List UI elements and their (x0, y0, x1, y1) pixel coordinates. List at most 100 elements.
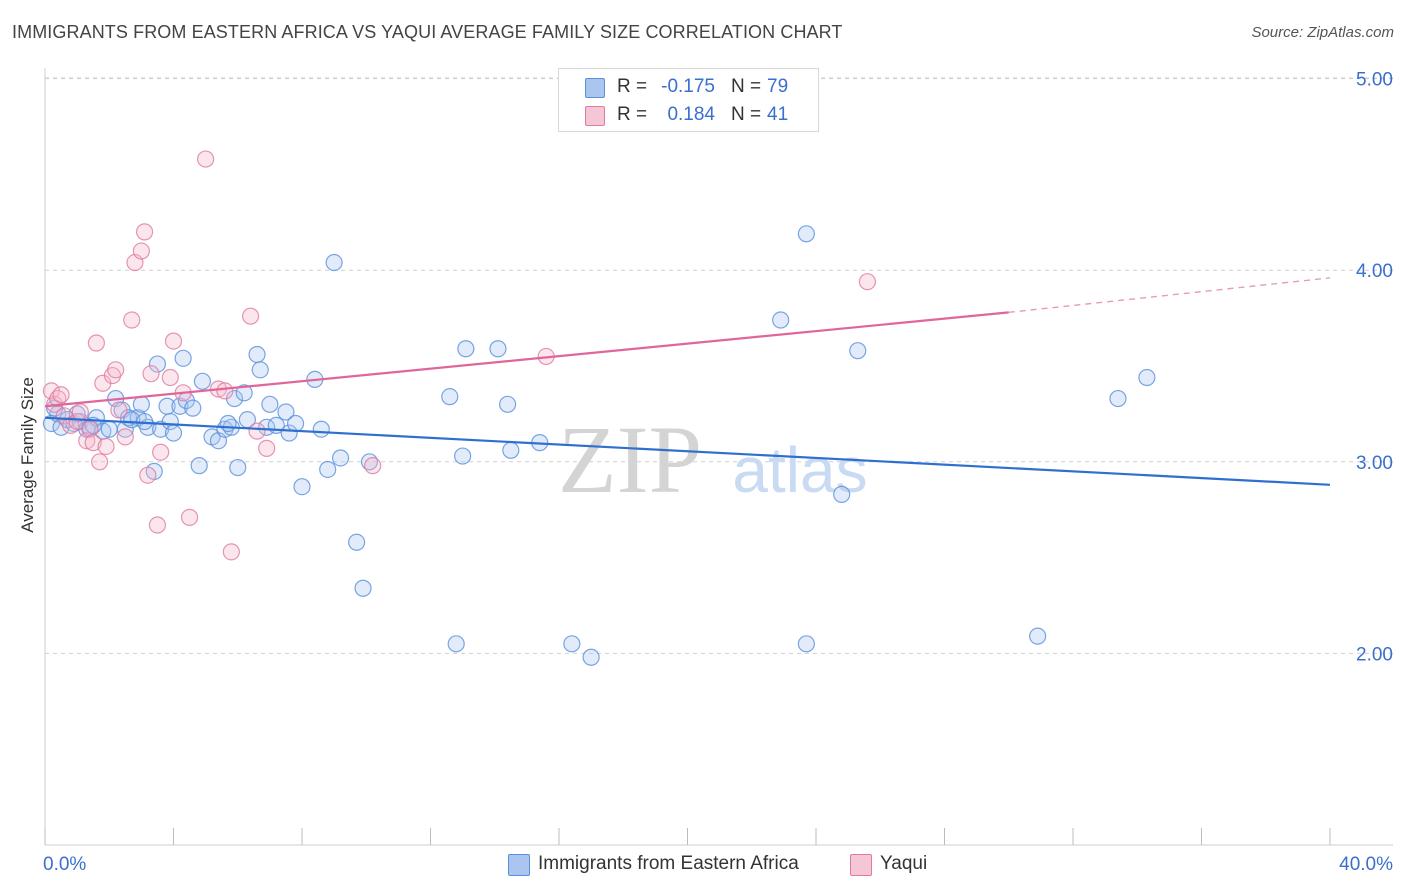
r-label: R = (617, 76, 648, 97)
stats-row-yaqui: R = 0.184 N = 41 (559, 100, 818, 130)
point-eastern-africa (348, 533, 366, 551)
point-yaqui (197, 150, 215, 168)
point-eastern-africa (219, 414, 237, 433)
point-eastern-africa (447, 635, 465, 653)
point-eastern-africa (797, 225, 815, 243)
point-eastern-africa (261, 395, 279, 413)
point-eastern-africa (184, 399, 202, 417)
point-eastern-africa (286, 414, 305, 433)
point-yaqui (142, 365, 160, 383)
legend-label: Yaqui (880, 853, 928, 874)
chart-title: IMMIGRANTS FROM EASTERN AFRICA VS YAQUI … (12, 22, 843, 42)
data-points (42, 150, 1156, 666)
watermark-zip: ZIP (558, 406, 702, 513)
point-eastern-africa (454, 447, 472, 465)
point-yaqui (91, 453, 109, 471)
tick-labels: 2.00 3.00 4.00 5.00 0.0% 40.0% (43, 70, 1393, 875)
point-eastern-africa (277, 403, 295, 421)
r-value: -0.175 (661, 76, 715, 97)
point-yaqui (71, 403, 89, 421)
point-yaqui (81, 420, 99, 438)
r-label: R = (617, 104, 648, 125)
point-eastern-africa (354, 579, 372, 597)
point-eastern-africa (582, 648, 600, 666)
point-yaqui (152, 443, 170, 461)
x-tick-label-max: 40.0% (1339, 854, 1393, 875)
point-eastern-africa (132, 395, 150, 413)
trend-line-yaqui (44, 311, 1009, 408)
point-yaqui (97, 437, 115, 456)
n-value: 79 (767, 76, 789, 97)
point-eastern-africa (235, 384, 253, 402)
pink-swatch (850, 854, 872, 876)
point-yaqui (258, 439, 276, 457)
point-eastern-africa (123, 411, 141, 429)
trend-lines (44, 277, 1331, 486)
n-value: 41 (767, 104, 789, 125)
point-eastern-africa (441, 388, 459, 406)
point-yaqui (68, 412, 86, 431)
point-eastern-africa (499, 395, 517, 413)
x-tick-label-min: 0.0% (43, 854, 86, 875)
point-yaqui (87, 334, 106, 352)
point-eastern-africa (489, 340, 507, 358)
pink-swatch (585, 106, 605, 126)
point-yaqui (110, 401, 128, 419)
point-yaqui (248, 422, 266, 440)
stats-legend: R = -0.175 N = 79 R = 0.184 N = 41 (558, 68, 819, 132)
source-label: Source: ZipAtlas.com (1251, 24, 1394, 41)
point-eastern-africa (457, 340, 475, 358)
point-eastern-africa (502, 441, 520, 459)
watermark-atlas: atlas (732, 434, 867, 506)
point-eastern-africa (849, 342, 867, 360)
point-yaqui (216, 382, 234, 400)
point-eastern-africa (171, 397, 189, 415)
point-eastern-africa (148, 355, 167, 373)
point-eastern-africa (164, 424, 183, 442)
n-label: N = (731, 76, 762, 97)
series-legend: Immigrants from Eastern Africa Yaqui (508, 852, 968, 878)
point-eastern-africa (797, 635, 815, 653)
point-yaqui (107, 361, 125, 379)
point-yaqui (222, 543, 240, 561)
point-yaqui (164, 332, 183, 350)
point-yaqui (52, 386, 70, 404)
point-eastern-africa (280, 424, 298, 442)
y-tick-label: 5.00 (1356, 70, 1393, 91)
point-eastern-africa (190, 457, 208, 475)
point-yaqui (364, 457, 382, 475)
point-yaqui (135, 223, 154, 241)
trend-line-yaqui-extension (1008, 277, 1331, 314)
blue-swatch (508, 854, 530, 876)
point-yaqui (148, 516, 167, 534)
n-label: N = (731, 104, 762, 125)
point-eastern-africa (293, 478, 311, 496)
point-eastern-africa (174, 349, 192, 367)
stats-row-eastern-africa: R = -0.175 N = 79 (559, 72, 818, 102)
point-eastern-africa (1109, 389, 1127, 408)
y-tick-label: 2.00 (1356, 644, 1393, 665)
gridlines (45, 77, 1393, 654)
point-eastern-africa (331, 449, 350, 467)
point-yaqui (84, 434, 102, 452)
point-yaqui (139, 466, 157, 484)
point-eastern-africa (319, 460, 337, 479)
point-yaqui (858, 273, 877, 291)
point-yaqui (242, 307, 260, 325)
point-eastern-africa (248, 345, 266, 364)
point-eastern-africa (1029, 627, 1047, 645)
trend-line-eastern-africa (44, 416, 1331, 486)
point-yaqui (161, 368, 179, 387)
point-eastern-africa (100, 420, 118, 438)
axes (44, 68, 1393, 846)
point-eastern-africa (833, 485, 851, 503)
y-tick-label: 3.00 (1356, 453, 1393, 474)
point-eastern-africa (193, 372, 212, 390)
point-yaqui (132, 242, 150, 260)
legend-label: Immigrants from Eastern Africa (538, 853, 799, 874)
point-eastern-africa (251, 361, 269, 379)
y-tick-label: 4.00 (1356, 261, 1393, 282)
point-eastern-africa (772, 311, 790, 329)
point-yaqui (123, 311, 141, 329)
